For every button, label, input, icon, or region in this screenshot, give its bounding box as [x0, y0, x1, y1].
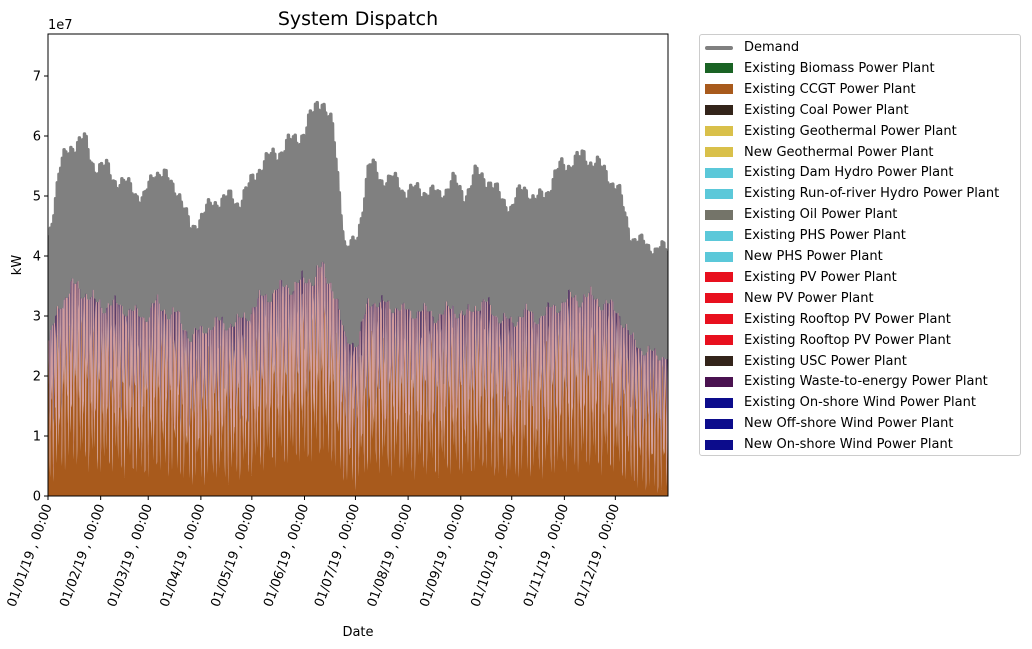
y-tick-label: 0: [33, 490, 41, 505]
legend-swatch: [705, 230, 733, 241]
y-tick-label: 2: [33, 370, 41, 385]
legend-label: Existing On-shore Wind Power Plant: [744, 395, 976, 411]
legend-swatch: [705, 272, 733, 283]
legend-entry: Existing Waste-to-energy Power Plant: [700, 371, 988, 392]
plot-frame: [47, 33, 669, 497]
x-tick-label: 01/12/19 , 00:00: [572, 502, 623, 609]
legend-label: Existing Rooftop PV Power Plant: [744, 332, 951, 348]
x-tick-label: 01/02/19 , 00:00: [57, 502, 108, 609]
legend-entry: Existing Oil Power Plant: [700, 204, 897, 225]
legend-entry: Existing USC Power Plant: [700, 351, 907, 372]
legend-label: Existing Oil Power Plant: [744, 207, 898, 223]
legend-label: Existing Dam Hydro Power Plant: [744, 165, 954, 181]
legend-swatch: [705, 188, 733, 199]
ccgt-band: [48, 295, 668, 496]
x-tick-label: 01/08/19 , 00:00: [365, 502, 416, 609]
legend-label: Existing CCGT Power Plant: [744, 81, 916, 97]
legend-label: Existing PHS Power Plant: [744, 228, 906, 244]
legend-entry: Existing Rooftop PV Power Plant: [700, 330, 951, 351]
legend-entry: Existing Geothermal Power Plant: [700, 121, 957, 142]
legend-entry: Existing PV Power Plant: [700, 267, 897, 288]
legend-swatch: [705, 84, 733, 95]
legend-swatch: [705, 376, 733, 387]
legend-swatch: [705, 251, 733, 262]
plot-area: [48, 100, 668, 496]
legend: Demand Existing Biomass Power Plant Existi…: [699, 34, 1021, 456]
y-axis-label: kW: [10, 255, 25, 276]
legend-entry: Existing Biomass Power Plant: [700, 58, 935, 79]
x-axis: 01/01/19 , 00:00 01/02/19 , 00:0001/03/19…: [5, 496, 623, 609]
y-offset-label: 1e7: [48, 18, 73, 33]
y-tick-label: 4: [33, 250, 41, 265]
legend-swatch: [705, 418, 733, 429]
legend-swatch: [705, 314, 733, 325]
legend-entry: New Geothermal Power Plant: [700, 142, 934, 163]
x-tick-label: 01/09/19 , 00:00: [417, 502, 468, 609]
legend-swatch: [705, 335, 733, 346]
legend-label: New PV Power Plant: [744, 290, 874, 306]
legend-swatch: [705, 126, 733, 137]
legend-swatch: [705, 209, 733, 220]
legend-label: Demand: [744, 40, 800, 55]
y-axis: 0 1 2 3 4 5 6 7: [33, 70, 48, 505]
legend-entry: Existing PHS Power Plant: [700, 225, 906, 246]
y-tick-label: 3: [33, 310, 41, 325]
mixed-band: [48, 138, 668, 494]
x-tick-label: 01/01/19 , 00:00: [5, 502, 56, 609]
legend-swatch: [705, 397, 733, 408]
legend-entry: Existing Run-of-river Hydro Power Plant: [700, 183, 999, 204]
x-tick-label: 01/07/19 , 00:00: [312, 502, 363, 609]
ccgt-area: [48, 295, 668, 496]
x-tick-label: 01/06/19 , 00:00: [261, 502, 312, 609]
legend-label: New Geothermal Power Plant: [744, 144, 934, 160]
demand-line: [48, 100, 668, 361]
legend-label: New PHS Power Plant: [744, 249, 883, 264]
legend-swatch: [705, 356, 733, 366]
legend-entry: New PV Power Plant: [700, 288, 874, 309]
legend-swatch: [705, 147, 733, 157]
demand-series-line: [48, 100, 668, 361]
legend-swatch: [705, 105, 733, 116]
mix-area: [48, 138, 668, 494]
legend-entry: New PHS Power Plant: [700, 246, 883, 267]
legend-label: Existing Rooftop PV Power Plant: [744, 311, 951, 327]
x-tick-label: 01/11/19 , 00:00: [521, 502, 572, 609]
x-tick-label: 01/04/19 , 00:00: [158, 502, 209, 609]
legend-label: Existing Run-of-river Hydro Power Plant: [744, 186, 1000, 202]
chart-title: System Dispatch: [278, 8, 438, 30]
legend-entry: New On-shore Wind Power Plant: [700, 434, 953, 455]
legend-entry: Existing CCGT Power Plant: [700, 79, 916, 100]
legend-label: New Off-shore Wind Power Plant: [744, 416, 954, 432]
legend-entry: Existing On-shore Wind Power Plant: [700, 392, 976, 413]
legend-entry: Existing Coal Power Plant: [700, 100, 909, 121]
legend-swatch: [705, 167, 733, 178]
legend-label: Existing USC Power Plant: [744, 353, 907, 369]
legend-entry: New Off-shore Wind Power Plant: [700, 413, 954, 434]
legend-label: Existing Geothermal Power Plant: [744, 123, 957, 139]
legend-label: New On-shore Wind Power Plant: [744, 437, 953, 453]
legend-swatch: [705, 63, 733, 74]
legend-entry: Existing Rooftop PV Power Plant: [700, 309, 951, 330]
x-axis-label: Date: [342, 625, 373, 640]
x-tick-label: 01/03/19 , 00:00: [105, 502, 156, 609]
legend-label: Existing Biomass Power Plant: [744, 60, 935, 76]
legend-entry: Demand: [700, 37, 799, 58]
legend-swatch: [705, 439, 733, 450]
legend-swatch: [705, 45, 733, 50]
y-tick-label: 5: [33, 190, 41, 205]
y-tick-label: 6: [33, 130, 41, 145]
x-tick-label: 01/05/19 , 00:00: [208, 502, 259, 609]
legend-label: Existing PV Power Plant: [744, 269, 897, 285]
legend-label: Existing Waste-to-energy Power Plant: [744, 374, 988, 390]
legend-swatch: [705, 293, 733, 304]
y-tick-label: 1: [33, 430, 41, 445]
legend-label: Existing Coal Power Plant: [744, 102, 909, 118]
y-tick-label: 7: [33, 70, 41, 85]
x-tick-label: 01/10/19 , 00:00: [468, 502, 519, 609]
legend-entry: Existing Dam Hydro Power Plant: [700, 162, 953, 183]
